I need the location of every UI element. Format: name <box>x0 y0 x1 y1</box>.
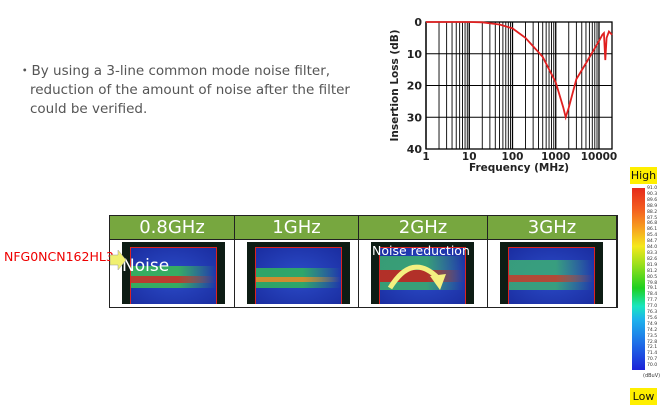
x-tick-label: 10000 <box>581 151 618 163</box>
heatmap-field <box>130 247 217 304</box>
insertion-loss-chart: 0 10 20 30 401 10 100 1000 10000 Frequency (MHz) I… <box>389 16 618 174</box>
header-3ghz: 3GHz <box>488 216 616 239</box>
scale-tick: 89.6 <box>647 197 658 203</box>
scale-tick: 74.9 <box>647 321 658 327</box>
x-axis-label: Frequency (MHz) <box>469 162 569 174</box>
noise-heatmap-table: 0.8GHz 1GHz 2GHz 3GHz Noise Noise reduction <box>109 215 618 308</box>
part-number-label: NFG0NCN162HL3 <box>4 249 114 264</box>
noise-band <box>131 276 216 283</box>
scale-low-label: Low <box>630 388 657 405</box>
scale-tick: 78.4 <box>647 292 658 298</box>
y-axis-label: Insertion Loss (dB) <box>389 29 401 141</box>
scale-tick: 85.4 <box>647 233 658 239</box>
noise-heatmap-image <box>500 242 603 304</box>
x-tick-label: 1000 <box>541 151 570 163</box>
y-tick-label: 0 <box>414 16 422 29</box>
scale-tick: 72.1 <box>647 345 658 351</box>
x-tick-label: 10 <box>462 151 477 163</box>
noise-reduction-label: Noise reduction <box>372 243 470 258</box>
x-tick-label: 1 <box>422 151 429 163</box>
scale-tick: 83.3 <box>647 250 658 256</box>
scale-unit: (dBuV) <box>643 373 661 379</box>
bullet-line-2: reduction of the amount of noise after t… <box>30 82 350 98</box>
scale-tick: 88.9 <box>647 203 658 209</box>
scale-tick: 84.0 <box>647 245 658 251</box>
y-tick-label: 10 <box>407 48 423 61</box>
scale-tick: 75.6 <box>647 315 658 321</box>
scale-tick: 79.8 <box>647 280 658 286</box>
scale-tick: 72.8 <box>647 339 658 345</box>
arrow-right-icon <box>110 250 126 270</box>
scale-tick: 86.8 <box>647 221 658 227</box>
noise-band <box>509 275 594 282</box>
scale-high-label: High <box>630 167 657 184</box>
heatmap-field <box>379 247 466 304</box>
y-tick-label: 20 <box>407 80 423 93</box>
y-tick-label: 30 <box>407 111 423 124</box>
color-scale-bar <box>632 188 645 370</box>
header-0-8ghz: 0.8GHz <box>110 216 234 239</box>
insertion-loss-line <box>426 21 613 121</box>
header-1ghz: 1GHz <box>235 216 358 239</box>
scale-tick: 70.0 <box>647 363 658 369</box>
heatmap-cell <box>110 240 234 307</box>
scale-tick: 81.2 <box>647 268 658 274</box>
color-scale-ticks: 91.0 90.3 89.6 88.9 88.2 87.5 86.8 86.1 85.4 84.7… <box>647 186 657 369</box>
scale-tick: 91.0 <box>647 186 658 191</box>
scale-tick: 86.1 <box>647 227 658 233</box>
scale-tick: 70.7 <box>647 357 658 363</box>
scale-tick: 81.9 <box>647 262 658 268</box>
plot-frame <box>425 21 613 150</box>
scale-tick: 79.1 <box>647 286 658 292</box>
scale-tick: 74.2 <box>647 327 658 333</box>
y-tick-label: 40 <box>407 143 423 156</box>
heatmap-cell <box>359 240 487 307</box>
header-2ghz: 2GHz <box>359 216 487 239</box>
scale-tick: 87.5 <box>647 215 658 221</box>
scale-tick: 82.6 <box>647 256 658 262</box>
scale-tick: 80.5 <box>647 274 658 280</box>
bullet-line-3: could be verified. <box>30 101 148 117</box>
scale-tick: 84.7 <box>647 239 658 245</box>
x-tick-label: 100 <box>502 151 524 163</box>
heatmap-field <box>508 247 595 304</box>
noise-heatmap-image <box>371 242 474 304</box>
scale-tick: 77.0 <box>647 304 658 310</box>
noise-heatmap-image <box>122 242 225 304</box>
scale-tick: 88.2 <box>647 209 658 215</box>
scale-tick: 76.3 <box>647 310 658 316</box>
scale-tick: 90.3 <box>647 191 658 197</box>
description-text: ・By using a 3-line common mode noise fil… <box>18 62 358 119</box>
heatmap-cell <box>235 240 358 307</box>
heatmap-cell <box>488 240 616 307</box>
scale-tick: 71.4 <box>647 351 658 357</box>
heatmap-field <box>255 247 342 304</box>
bullet-line-1: ・By using a 3-line common mode noise fil… <box>18 63 331 79</box>
curved-arrow-icon <box>387 264 446 290</box>
noise-band <box>256 277 341 282</box>
noise-heatmap-image <box>247 242 350 304</box>
scale-tick: 77.7 <box>647 298 658 304</box>
scale-tick: 73.5 <box>647 333 658 339</box>
noise-label: Noise <box>122 256 170 276</box>
